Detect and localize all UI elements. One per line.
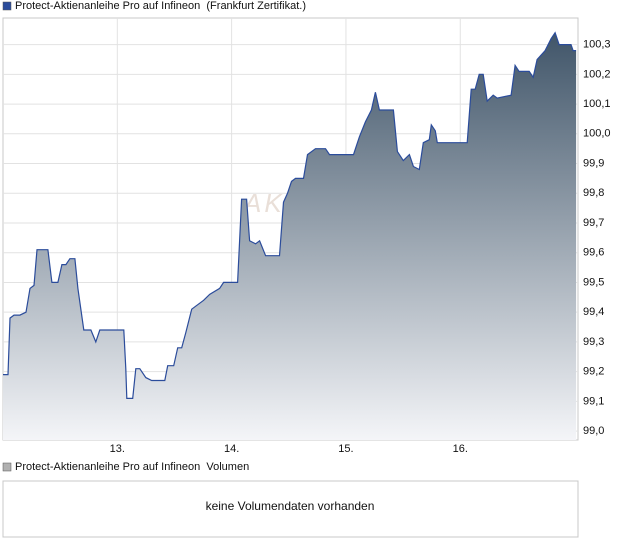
y-tick-label: 99,4 (583, 306, 604, 318)
line (3, 31, 577, 399)
volume-message: keine Volumendaten vorhanden (206, 499, 375, 513)
legend-swatch (2, 462, 12, 472)
y-tick-label: 100,3 (583, 39, 611, 51)
y-tick-label: 100,1 (583, 98, 611, 110)
y-tick-label: 99,0 (583, 425, 604, 437)
y-tick-label: 100,2 (583, 68, 611, 80)
volume-frame (2, 480, 579, 538)
y-tick-label: 99,3 (583, 336, 604, 348)
y-tick-label: 99,8 (583, 187, 604, 199)
x-tick-label: 13. (110, 443, 125, 455)
area (3, 32, 577, 440)
y-tick-label: 99,1 (583, 395, 604, 407)
y-tick-label: 99,2 (583, 366, 604, 378)
y-tick-label: 99,6 (583, 247, 604, 259)
x-tick-label: 15. (338, 443, 353, 455)
y-tick-label: 99,5 (583, 276, 604, 288)
x-tick-label: 14. (224, 443, 239, 455)
legend-label: Protect-Aktienanleihe Pro auf Infineon (… (15, 0, 306, 12)
legend-label: Protect-Aktienanleihe Pro auf Infineon V… (15, 461, 249, 473)
y-tick-label: 100,0 (583, 128, 611, 140)
x-tick-label: 16. (453, 443, 468, 455)
legend-swatch (2, 1, 12, 11)
y-tick-label: 99,9 (583, 157, 604, 169)
y-tick-label: 99,7 (583, 217, 604, 229)
